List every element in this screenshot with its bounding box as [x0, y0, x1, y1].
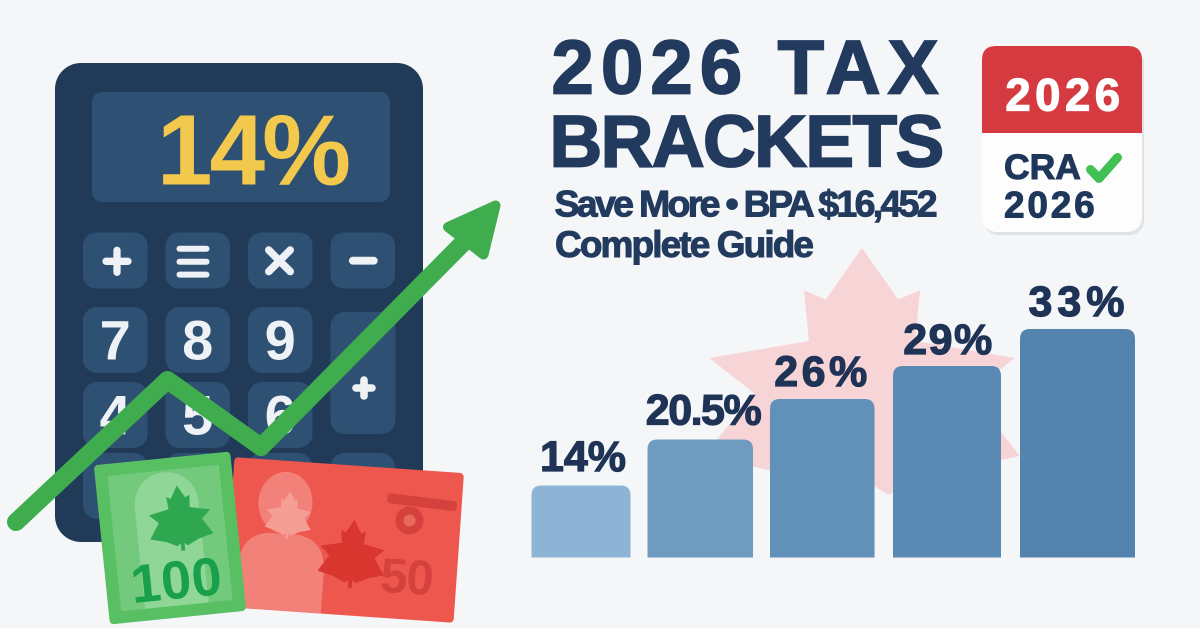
svg-text:8: 8: [182, 309, 213, 372]
svg-text:Complete Guide: Complete Guide: [555, 224, 813, 265]
svg-text:9: 9: [265, 309, 296, 372]
svg-text:100: 100: [128, 546, 225, 615]
svg-text:14%: 14%: [157, 95, 349, 207]
svg-text:CRA: CRA: [1004, 147, 1081, 187]
svg-text:Save More • BPA $16,452: Save More • BPA $16,452: [555, 183, 937, 225]
svg-text:33%: 33%: [1028, 278, 1129, 326]
svg-text:20.5%: 20.5%: [646, 387, 762, 435]
svg-text:7: 7: [100, 309, 131, 372]
svg-text:50: 50: [378, 549, 434, 607]
svg-text:BRACKETS: BRACKETS: [550, 102, 943, 183]
svg-text:2026: 2026: [1005, 70, 1124, 121]
svg-text:26%: 26%: [774, 348, 871, 396]
svg-text:29%: 29%: [903, 316, 994, 364]
svg-text:2026: 2026: [1004, 185, 1098, 226]
svg-text:2026 TAX: 2026 TAX: [552, 26, 946, 111]
svg-text:14%: 14%: [540, 433, 626, 481]
